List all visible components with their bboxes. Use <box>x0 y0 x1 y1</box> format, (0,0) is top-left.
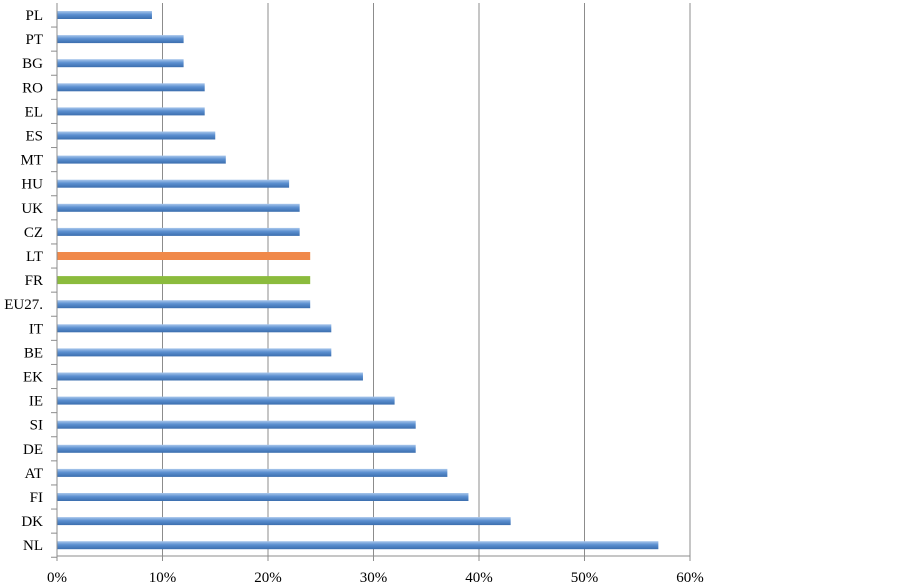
bar-ie <box>57 396 395 405</box>
category-label-ie: IE <box>29 394 43 410</box>
x-tick-label-60: 60% <box>676 570 704 586</box>
bar-ek <box>57 372 363 381</box>
bar-at <box>57 468 448 477</box>
bar-it <box>57 324 332 333</box>
bar-nl <box>57 541 659 550</box>
bar-be <box>57 348 332 357</box>
category-label-it: IT <box>29 321 43 337</box>
category-label-nl: NL <box>23 538 43 554</box>
bar-de <box>57 444 416 453</box>
category-labels: PL PT BG RO EL ES MT HU UK CZ LT FR EU27. IT BE EK IE SI D… <box>4 8 43 554</box>
category-label-hu: HU <box>21 177 43 193</box>
bar-dk <box>57 517 511 526</box>
category-label-el: EL <box>25 104 43 120</box>
x-tick-label-30: 30% <box>360 570 388 586</box>
x-tick-labels: 0% 10% 20% 30% 40% 50% 60% <box>47 570 704 586</box>
category-label-fi: FI <box>30 490 43 506</box>
bar-es <box>57 131 216 140</box>
category-label-es: ES <box>25 129 43 145</box>
category-label-pl: PL <box>25 8 43 24</box>
category-label-pt: PT <box>25 32 43 48</box>
bars <box>57 11 659 550</box>
bar-cz <box>57 227 300 236</box>
x-tick-label-40: 40% <box>465 570 493 586</box>
bar-mt <box>57 155 226 164</box>
bar-fr <box>57 276 311 285</box>
category-label-bg: BG <box>22 56 43 72</box>
category-label-at: AT <box>25 466 43 482</box>
category-label-ro: RO <box>22 80 43 96</box>
category-label-ek: EK <box>23 370 43 386</box>
x-tick-label-10: 10% <box>149 570 177 586</box>
category-label-eu27: EU27. <box>4 297 43 313</box>
bar-lt <box>57 252 311 260</box>
bar-pl <box>57 11 152 19</box>
x-tick-label-0: 0% <box>47 570 67 586</box>
bar-si <box>57 420 416 429</box>
category-label-dk: DK <box>21 514 43 530</box>
bar-hu <box>57 179 290 188</box>
axes <box>51 3 691 561</box>
category-label-lt: LT <box>26 249 43 265</box>
gridlines <box>162 3 691 556</box>
bar-pt <box>57 35 184 44</box>
category-label-fr: FR <box>25 273 43 289</box>
bar-fi <box>57 493 469 501</box>
category-label-mt: MT <box>21 153 44 169</box>
bar-bg <box>57 59 184 68</box>
category-label-cz: CZ <box>24 225 43 241</box>
x-tick-label-20: 20% <box>254 570 282 586</box>
category-label-de: DE <box>23 442 43 458</box>
bar-eu27 <box>57 300 311 309</box>
category-label-uk: UK <box>21 201 43 217</box>
category-label-si: SI <box>30 418 43 434</box>
bar-uk <box>57 203 300 212</box>
x-tick-label-50: 50% <box>571 570 599 586</box>
bar-el <box>57 107 205 116</box>
bar-ro <box>57 83 205 92</box>
category-label-be: BE <box>24 345 43 361</box>
